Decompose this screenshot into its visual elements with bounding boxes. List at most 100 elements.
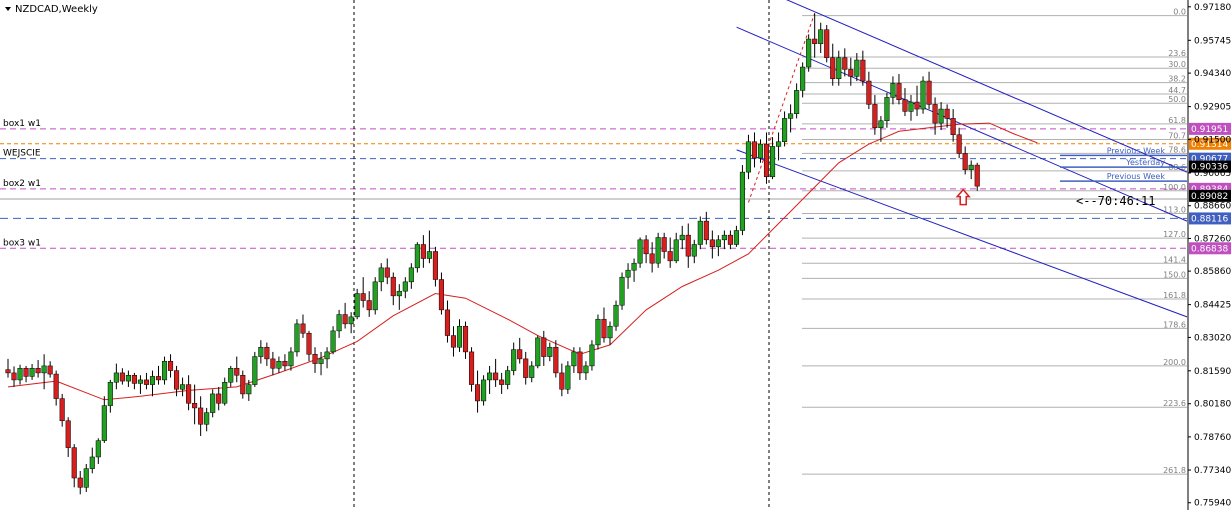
candle-body-bear <box>5 369 11 374</box>
candle-body-bear <box>926 80 932 105</box>
candle <box>517 337 523 364</box>
candle <box>264 342 270 366</box>
candle <box>613 300 619 331</box>
fibonacci-label: 113.0 <box>1163 206 1186 215</box>
candle <box>468 347 475 392</box>
candle <box>378 263 384 292</box>
candle-body-bull <box>776 141 782 147</box>
fibonacci-label: 150.0 <box>1163 270 1186 279</box>
candle-body-bear <box>499 379 505 385</box>
moving-average <box>7 122 1038 401</box>
fibonacci-label: 44.7 <box>1168 86 1186 95</box>
candle <box>595 314 601 350</box>
candle-body-bull <box>619 276 625 306</box>
candle-body-bull <box>637 239 643 264</box>
candle <box>270 351 276 376</box>
candle-body-bull <box>113 372 119 383</box>
candle <box>782 111 788 147</box>
candle-body-bull <box>691 244 697 257</box>
candle-body-bear <box>264 346 270 360</box>
candle <box>529 361 535 383</box>
candles <box>5 13 980 495</box>
candle <box>589 340 595 371</box>
candle <box>848 57 854 86</box>
candle <box>721 230 727 250</box>
candle <box>462 321 469 359</box>
candle <box>487 365 493 394</box>
session-line-label: Previous Week <box>1107 172 1166 181</box>
candle-body-bull <box>782 118 788 143</box>
candle <box>547 342 553 362</box>
candle-body-bear <box>709 239 715 248</box>
candle-body-bull <box>511 349 517 371</box>
level-name: box3 w1 <box>3 238 41 248</box>
candle-body-bull <box>228 367 234 383</box>
dropdown-triangle-icon[interactable] <box>5 7 11 11</box>
candle <box>938 102 944 131</box>
candle-body-bear <box>342 314 348 325</box>
candle <box>83 463 89 492</box>
candle <box>565 361 571 394</box>
candle-body-bear <box>444 309 451 336</box>
candle <box>794 83 800 119</box>
candle <box>11 366 17 387</box>
price-tick-label: 0.88660 <box>1194 202 1231 212</box>
candle <box>727 230 733 250</box>
fibonacci-label: 50.0 <box>1168 95 1186 104</box>
candle <box>932 97 938 135</box>
price-tick-label: 0.87260 <box>1194 234 1231 244</box>
candle-body-bear <box>517 349 523 360</box>
candle <box>673 232 679 264</box>
candle <box>77 470 83 495</box>
candle <box>769 137 776 180</box>
candle <box>745 134 752 180</box>
candle <box>619 272 625 310</box>
candle <box>384 258 390 285</box>
candle-body-bull <box>631 262 637 271</box>
candle-body-bear <box>77 477 83 488</box>
candle-body-bear <box>703 220 709 241</box>
candle <box>679 225 685 250</box>
candle-body-bull <box>565 365 571 390</box>
fibonacci-label: 61.8 <box>1168 116 1186 125</box>
candle-body-bear <box>390 276 396 297</box>
fibonacci-label: 23.6 <box>1168 49 1186 58</box>
candle-body-bull <box>149 376 156 385</box>
candle-body-bear <box>462 325 469 353</box>
candle-body-bear <box>366 300 372 311</box>
price-tag <box>1189 212 1231 225</box>
candle <box>456 319 463 352</box>
candle-body-bull <box>252 356 258 385</box>
fibonacci-label: 261.8 <box>1163 466 1186 475</box>
candle-body-bear <box>192 403 198 409</box>
candle-body-bull <box>378 267 384 283</box>
fibonacci-levels: 0.023.630.038.244.750.061.870.778.688.61… <box>802 8 1187 475</box>
candle <box>414 242 420 273</box>
candle <box>53 370 59 406</box>
candle <box>757 139 764 163</box>
candle <box>198 396 204 436</box>
candle <box>763 132 770 184</box>
channel-line <box>786 0 1188 173</box>
candle-body-bear <box>384 267 390 278</box>
candle <box>523 351 529 385</box>
price-tick-label: 0.94340 <box>1194 69 1231 79</box>
candle-body-bull <box>137 379 143 384</box>
candle <box>926 71 932 110</box>
period-separators <box>353 0 770 510</box>
candle <box>956 127 962 159</box>
candle-body-bear <box>475 384 481 402</box>
level-price-tag-label: 0.90677 <box>1191 155 1228 165</box>
candle-body-bull <box>276 360 282 369</box>
candle-body-bull <box>210 393 216 413</box>
price-axis[interactable]: 0.97180 0.95745 0.94340 0.92905 0.91500 0.900… <box>1187 0 1231 510</box>
candle <box>661 232 667 259</box>
candle <box>258 340 264 364</box>
candle-body-bull <box>487 372 493 381</box>
session-line-label: Yesterday <box>1125 158 1165 167</box>
candle-body-bull <box>372 281 378 311</box>
candle-body-bear <box>523 358 529 378</box>
candle <box>420 235 426 268</box>
